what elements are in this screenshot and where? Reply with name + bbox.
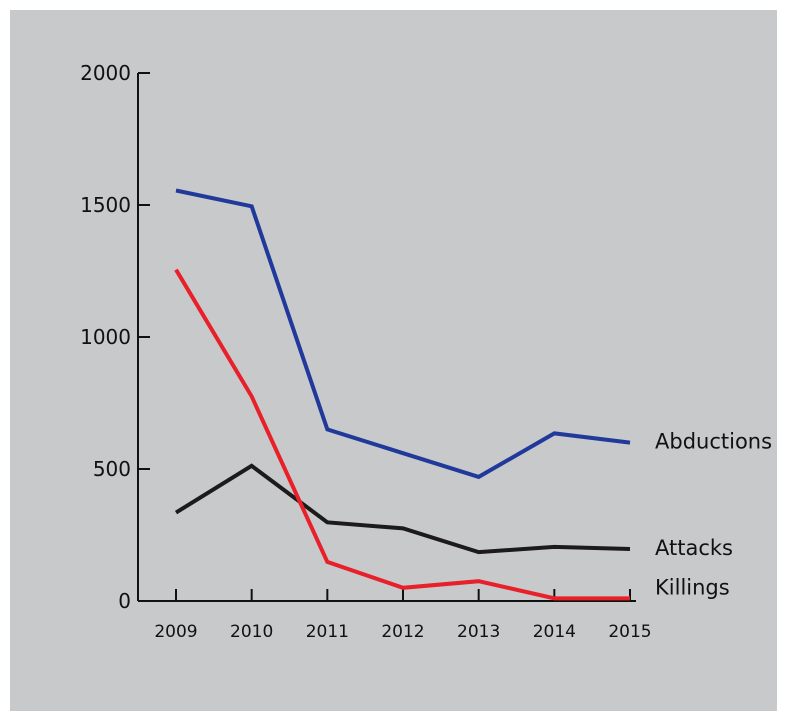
series-line [174, 463, 631, 555]
x-ticks: 2009 2010 2011 2012 2013 2014 2015 [154, 589, 652, 642]
chart-background: 0 500 1000 1500 2000 2009 2010 2011 2012 2013 201… [10, 10, 777, 711]
y-tick-label: 500 [93, 457, 131, 481]
series-label: Attacks [655, 536, 733, 560]
y-tick-label: 2000 [80, 61, 131, 85]
series-line [174, 268, 630, 601]
x-tick-label: 2010 [230, 622, 273, 642]
x-tick-label: 2009 [154, 622, 197, 642]
y-tick-label: 1500 [80, 193, 131, 217]
y-ticks: 0 500 1000 1500 2000 [80, 61, 150, 613]
x-tick-label: 2012 [381, 622, 424, 642]
axes [137, 73, 636, 602]
y-tick-label: 1000 [80, 325, 131, 349]
line-chart: 0 500 1000 1500 2000 2009 2010 2011 2012 2013 201… [80, 61, 772, 642]
x-tick-label: 2011 [306, 622, 349, 642]
y-tick-label: 0 [118, 589, 131, 613]
series-label: Abductions [655, 430, 772, 454]
series-label: Killings [655, 575, 730, 599]
x-tick-label: 2015 [608, 622, 651, 642]
series-lines [174, 188, 631, 601]
series-labels: Abductions Attacks Killings [655, 430, 772, 600]
x-tick-label: 2014 [533, 622, 576, 642]
x-tick-label: 2013 [457, 622, 500, 642]
series-line [175, 188, 631, 480]
